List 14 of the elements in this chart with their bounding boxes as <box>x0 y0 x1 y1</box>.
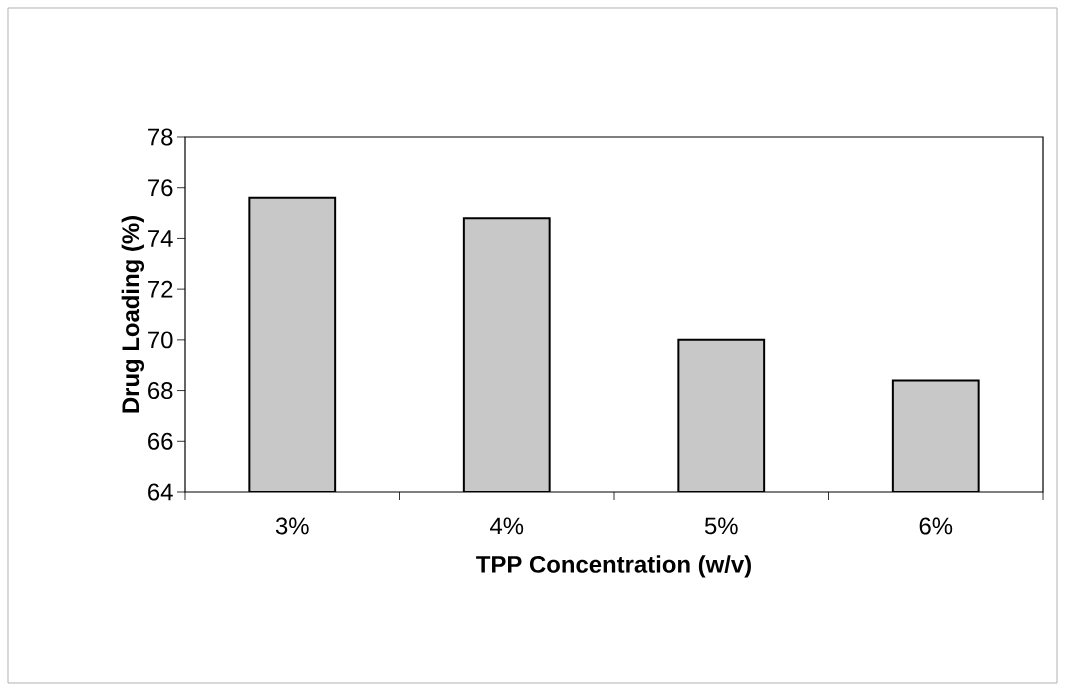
y-tick-label: 78 <box>148 128 173 146</box>
y-tick-label: 74 <box>148 230 173 247</box>
y-tick-label: 76 <box>148 179 173 197</box>
y-tick-label: 72 <box>148 280 173 298</box>
x-tick-label: 4% <box>490 517 524 535</box>
y-axis-title: Drug Loading (%) <box>121 216 145 413</box>
x-tick-label: 3% <box>275 517 309 535</box>
y-tick-label: 64 <box>148 483 173 501</box>
y-tick-label: 68 <box>148 382 173 400</box>
x-axis-title: TPP Concentration (w/v) <box>476 555 751 578</box>
x-tick-label: 6% <box>919 517 953 535</box>
y-tick-label: 70 <box>148 331 173 349</box>
x-tick-label: 5% <box>704 517 738 535</box>
y-tick-label: 66 <box>148 432 173 450</box>
